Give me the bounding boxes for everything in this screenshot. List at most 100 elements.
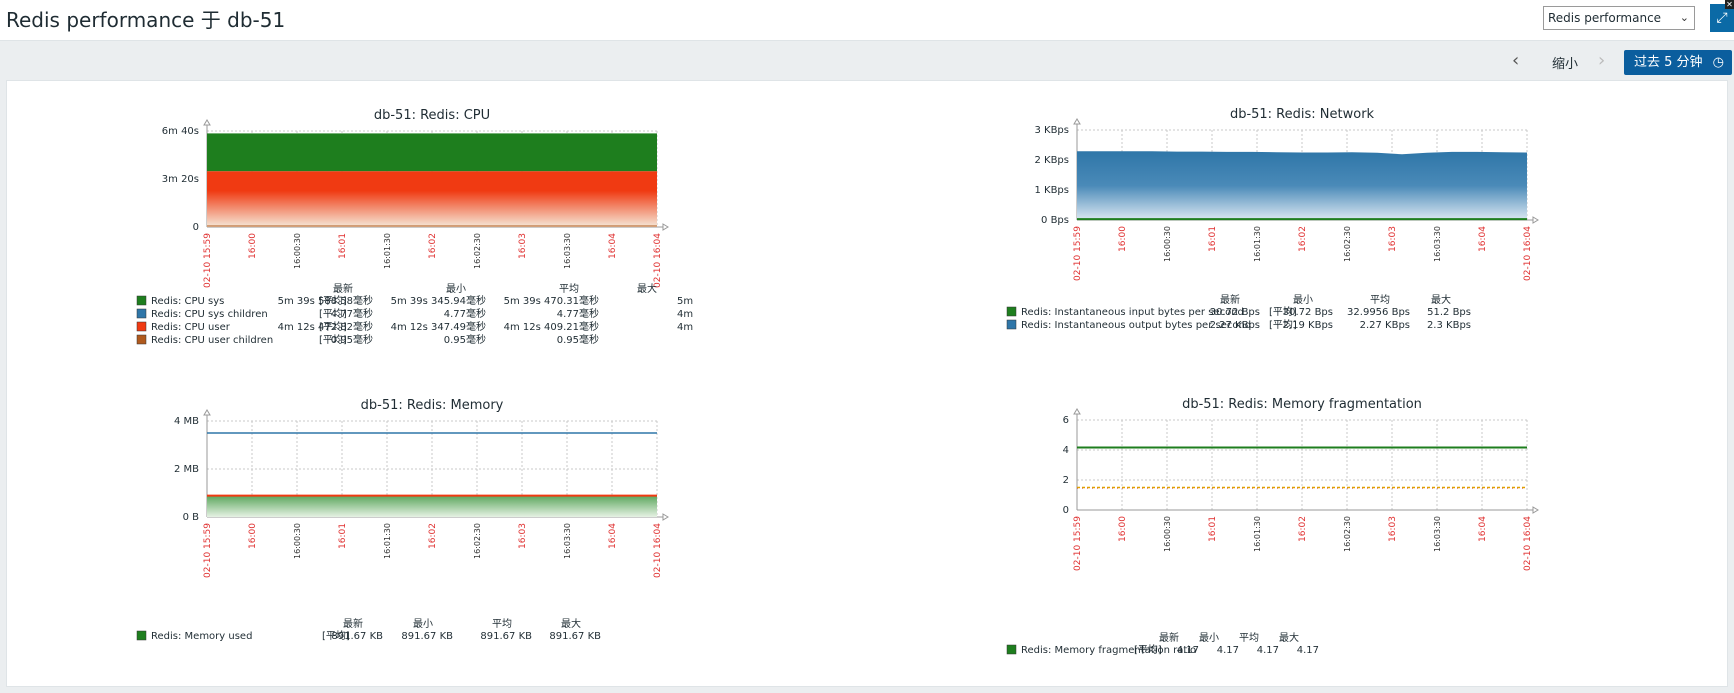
- x-tick-label: 16:04: [608, 523, 618, 549]
- x-tick-label: 16:01:30: [383, 233, 392, 269]
- y-tick-label: 0: [1063, 505, 1069, 516]
- y-tick-label: 0 Bps: [1041, 215, 1069, 226]
- top-bar: Redis performance 于 db-51 Redis performa…: [0, 0, 1734, 41]
- x-axis-arrow: [1532, 506, 1539, 514]
- x-tick-label: 16:01:30: [1253, 516, 1262, 552]
- legend-series-name: Redis: Instantaneous input bytes per sec…: [1021, 307, 1244, 318]
- cpu-sys-area: [207, 133, 657, 172]
- legend-value: 4.17: [1217, 645, 1239, 655]
- legend-value: 4.17: [1177, 645, 1199, 655]
- x-tick-label: 16:02:30: [473, 523, 482, 559]
- y-tick-label: 4 MB: [174, 416, 199, 427]
- legend-swatch: [136, 630, 147, 641]
- legend-value: 4.77毫秒: [331, 307, 373, 320]
- y-tick-label: 6: [1063, 415, 1069, 426]
- fullscreen-icon: ⤢: [1716, 10, 1728, 26]
- graph-select-value: Redis performance: [1548, 11, 1662, 25]
- legend-value: 4.77毫秒: [557, 307, 599, 320]
- network-svg: db-51: Redis: Network 0 Bps 1 KBps 2 KBps 3 …: [1006, 107, 1539, 331]
- cpu-user-area: [207, 171, 657, 227]
- legend-header: 最新: [1220, 293, 1240, 306]
- chevron-right-icon: ›: [1598, 50, 1606, 71]
- x-tick-label: 16:03: [518, 523, 528, 549]
- time-range-label: 过去 5 分钟: [1634, 55, 1703, 70]
- x-tick-label: 02-10 16:04: [1523, 516, 1533, 571]
- memory-title: db-51: Redis: Memory: [361, 398, 504, 413]
- y-tick-label: 0: [193, 222, 199, 233]
- network-graph: db-51: Redis: Network 0 Bps 1 KBps 2 KBps 3 …: [997, 105, 1717, 365]
- time-forward-button[interactable]: ›: [1598, 50, 1605, 71]
- x-tick-label: 16:01: [338, 233, 348, 259]
- close-icon[interactable]: ✕: [1725, 0, 1734, 9]
- legend-value: 891.67 KB: [331, 631, 383, 641]
- x-tick-label: 16:00: [248, 523, 258, 549]
- cpu-graph: db-51: Redis: CPU 0 3m 20s 6m 40s 02-10 15:5…: [127, 91, 807, 351]
- legend-header: 平均: [559, 283, 579, 295]
- x-tick-label: 02-10 16:04: [653, 523, 663, 578]
- y-tick-label: 4: [1063, 445, 1069, 456]
- x-tick-label: 16:01:30: [383, 523, 392, 559]
- legend-value: 4m 12s 472.82毫秒: [278, 320, 373, 333]
- legend-function: [平均]: [319, 321, 347, 333]
- legend-header: 最小: [1199, 632, 1219, 644]
- chevron-left-icon: ‹: [1512, 50, 1520, 71]
- legend-series-name: Redis: CPU user: [151, 322, 231, 333]
- x-tick-label: 16:02: [1298, 226, 1308, 252]
- zoom-out-button[interactable]: 缩小: [1552, 57, 1579, 72]
- x-tick-label: 16:03: [518, 233, 528, 259]
- legend-header: 平均: [1370, 294, 1390, 306]
- y-axis-arrow: [1073, 118, 1081, 125]
- legend-value: 891.67 KB: [480, 631, 532, 641]
- legend-value: 5m 39s 588.58毫秒: [278, 294, 373, 307]
- legend-header: 最大: [1279, 631, 1299, 644]
- legend-series-name: Redis: Instantaneous output bytes per se…: [1021, 320, 1251, 331]
- legend-function: [平均]: [1269, 306, 1297, 318]
- legend-swatch: [1006, 319, 1017, 330]
- x-tick-label: 16:03:30: [563, 523, 572, 559]
- time-back-button[interactable]: ‹: [1512, 50, 1519, 71]
- y-axis-arrow: [1073, 408, 1081, 415]
- legend-swatch: [136, 308, 147, 319]
- legend-value: 30.72 Bps: [1210, 307, 1260, 318]
- x-tick-label: 16:03: [1388, 516, 1398, 542]
- page-title: Redis performance 于 db-51: [6, 8, 286, 32]
- legend-header: 最新: [343, 617, 363, 630]
- legend-value: 4.77毫秒: [444, 307, 486, 320]
- legend-value: 32.9956 Bps: [1347, 307, 1410, 318]
- memory-used-area: [207, 496, 657, 517]
- legend-function: [平均]: [1269, 319, 1297, 331]
- y-tick-label: 3m 20s: [162, 174, 199, 185]
- legend-swatch: [136, 334, 147, 345]
- x-tick-label: 16:00:30: [1163, 516, 1172, 552]
- network-output-area: [1077, 151, 1527, 220]
- y-tick-label: 6m 40s: [162, 126, 199, 137]
- graphs-panel: db-51: Redis: CPU 0 3m 20s 6m 40s 02-10 15:5…: [6, 80, 1728, 687]
- x-axis-arrow: [1532, 216, 1539, 224]
- x-tick-label: 02-10 16:04: [653, 233, 663, 288]
- legend-function: [平均]: [319, 334, 347, 346]
- x-tick-label: 16:02:30: [473, 233, 482, 269]
- memory-fragmentation-graph: db-51: Redis: Memory fragmentation 0 2 4 6 02…: [997, 395, 1717, 655]
- legend-header: 最大: [561, 617, 581, 630]
- legend-value: 2.27 KBps: [1360, 320, 1410, 331]
- legend-value: 0.95毫秒: [331, 333, 373, 346]
- legend-function: [平均]: [319, 295, 347, 307]
- x-tick-label: 16:00:30: [1163, 226, 1172, 262]
- y-tick-label: 2: [1063, 475, 1069, 486]
- legend-value: 2.27 KBps: [1210, 320, 1260, 331]
- frag-title: db-51: Redis: Memory fragmentation: [1182, 397, 1422, 412]
- cpu-svg: db-51: Redis: CPU 0 3m 20s 6m 40s 02-10 15:5…: [136, 108, 693, 346]
- legend-series-name: Redis: CPU user children: [151, 335, 273, 346]
- x-tick-label: 16:02:30: [1343, 516, 1352, 552]
- memory-graph: db-51: Redis: Memory 0 B 2 MB 4 MB 02-10 15:…: [127, 381, 807, 641]
- x-tick-label: 16:01: [1208, 226, 1218, 252]
- legend-header: 平均: [1239, 632, 1259, 644]
- x-axis-arrow: [662, 513, 669, 521]
- y-tick-label: 1 KBps: [1034, 185, 1069, 196]
- legend-header: 最新: [1159, 631, 1179, 644]
- legend-value: 30.72 Bps: [1283, 307, 1333, 318]
- x-tick-label: 16:01: [338, 523, 348, 549]
- time-range-button[interactable]: 过去 5 分钟 ◷: [1624, 50, 1732, 75]
- y-axis-arrow: [203, 119, 211, 126]
- graph-select[interactable]: Redis performance ⌄: [1543, 6, 1695, 30]
